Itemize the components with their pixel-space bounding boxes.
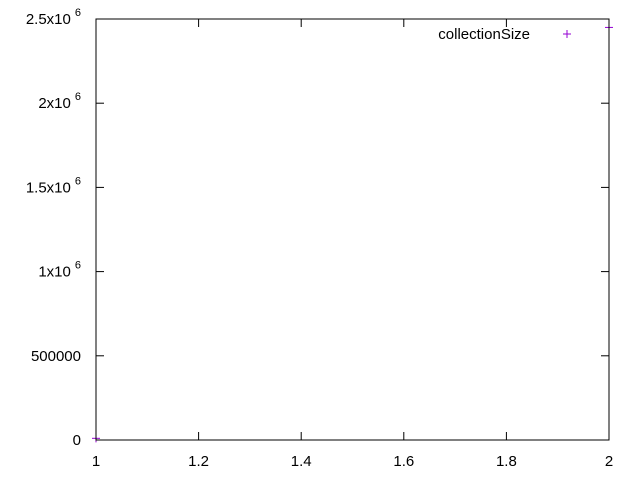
y-tick-label-exponent: 6 xyxy=(75,7,81,19)
x-tick-label: 1 xyxy=(92,453,100,470)
y-tick-label: 2x10 6 xyxy=(38,91,81,112)
legend-marker xyxy=(563,30,571,38)
plot-frame xyxy=(95,18,610,441)
y-tick-label-base: 2x10 xyxy=(38,95,71,112)
y-tick-label: 0 xyxy=(73,432,81,449)
x-tick-label: 1.6 xyxy=(393,453,414,470)
legend-label: collectionSize xyxy=(438,26,530,43)
y-tick-label-base: 1.5x10 xyxy=(26,179,71,196)
y-tick-label: 2.5x10 6 xyxy=(26,7,81,28)
y-tick-label: 1.5x10 6 xyxy=(26,175,81,196)
y-tick-label-base: 1x10 xyxy=(38,264,71,281)
x-axis-ticks: 1 1.2 1.4 1.6 1.8 2 xyxy=(92,19,613,470)
legend: collectionSize xyxy=(438,26,571,43)
legend-plus-marker xyxy=(563,30,571,38)
y-tick-label-base: 0 xyxy=(73,432,81,449)
x-tick-label: 1.2 xyxy=(188,453,209,470)
y-tick-label-base: 500000 xyxy=(31,348,81,365)
y-tick-label-base: 2.5x10 xyxy=(26,11,71,28)
x-tick-label: 2 xyxy=(605,453,613,470)
x-tick-label: 1.4 xyxy=(291,453,312,470)
y-tick-label-exponent: 6 xyxy=(75,175,81,187)
y-tick-label: 1x10 6 xyxy=(38,260,81,281)
x-tick-label: 1.8 xyxy=(496,453,517,470)
y-tick-label: 500000 xyxy=(31,348,81,365)
y-tick-label-exponent: 6 xyxy=(75,91,81,103)
y-tick-label-exponent: 6 xyxy=(75,260,81,272)
